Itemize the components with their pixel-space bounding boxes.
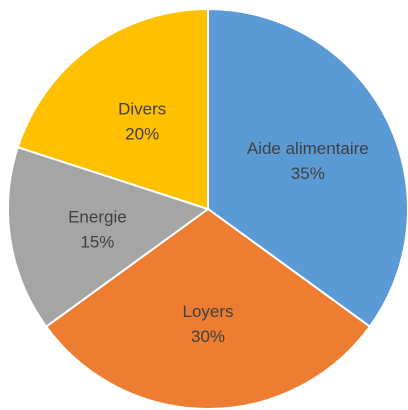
- slice-percent-label: 15%: [80, 233, 114, 252]
- pie-slice-loyers: [44, 207, 372, 410]
- slice-category-label: Aide alimentaire: [247, 139, 369, 158]
- slice-percent-label: 35%: [291, 164, 325, 183]
- slice-percent-label: 30%: [191, 327, 225, 346]
- slice-category-label: Energie: [68, 208, 127, 227]
- slices-layer: [7, 7, 408, 410]
- pie-slice-aide-alimentaire: [207, 7, 408, 328]
- pie-slice-divers: [16, 7, 209, 211]
- slice-category-label: Divers: [118, 99, 166, 118]
- labels-layer: Aide alimentaire 35% Loyers 30% Energie 15% Di…: [68, 99, 369, 346]
- slice-category-label: Loyers: [182, 302, 233, 321]
- pie-slice-energie: [7, 145, 211, 328]
- slice-percent-label: 20%: [125, 124, 159, 143]
